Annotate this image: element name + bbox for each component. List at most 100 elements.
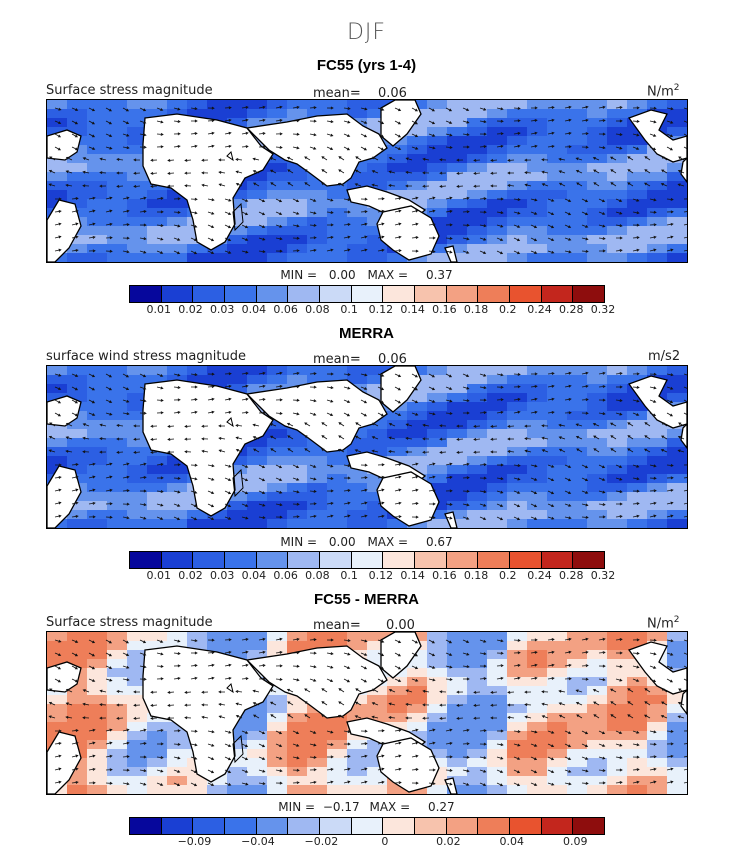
stress-vector-arrow <box>610 435 617 440</box>
field-cell <box>367 226 388 236</box>
field-cell <box>527 411 548 421</box>
stress-vector-arrow <box>184 703 192 707</box>
stress-vector-arrow <box>309 768 317 772</box>
stress-vector-arrow <box>683 743 687 745</box>
stress-vector-arrow <box>615 211 623 215</box>
colorbar-swatch <box>256 552 289 568</box>
stress-vector-arrow <box>666 386 674 390</box>
colorbar-tick-label: 0.28 <box>559 303 584 316</box>
field-cell <box>367 641 388 651</box>
stress-vector-arrow <box>71 678 79 683</box>
stress-vector-arrow <box>207 464 215 468</box>
field-cell <box>467 235 488 245</box>
lake-outline <box>226 683 234 694</box>
stress-vector-arrow <box>173 742 181 746</box>
field-cell <box>607 465 628 475</box>
stress-vector-arrow <box>479 463 487 467</box>
stress-vector-arrow <box>439 171 447 175</box>
field-cell <box>467 758 488 768</box>
field-cell <box>67 420 88 430</box>
field-cell <box>87 384 108 394</box>
field-cell <box>667 190 687 200</box>
stress-vector-arrow <box>524 437 532 441</box>
stress-vector-arrow <box>360 488 368 492</box>
stress-vector-arrow <box>88 501 96 505</box>
field-cell <box>307 109 328 119</box>
stress-vector-arrow <box>184 450 192 454</box>
stress-vector-arrow <box>253 182 260 187</box>
field-cell <box>467 704 488 714</box>
field-cell <box>67 731 88 741</box>
field-cell <box>527 659 548 669</box>
stress-vector-arrow <box>190 144 198 148</box>
field-cell <box>327 456 348 466</box>
stress-vector-arrow <box>496 107 504 111</box>
stress-vector-arrow <box>133 437 141 441</box>
field-cell <box>427 199 448 209</box>
stress-vector-arrow <box>309 372 317 376</box>
field-cell <box>407 650 428 660</box>
stress-vector-arrow <box>173 729 181 733</box>
stress-vector-arrow <box>292 132 300 136</box>
field-cell <box>607 127 628 137</box>
stress-vector-arrow <box>207 503 215 508</box>
stress-vector-arrow <box>304 688 311 693</box>
stress-vector-arrow <box>139 210 147 213</box>
stress-vector-arrow <box>173 639 181 643</box>
stress-vector-arrow <box>122 652 130 657</box>
panel-1-mean-value: 0.06 <box>378 86 407 101</box>
stress-vector-arrow <box>598 781 606 785</box>
stress-vector-arrow <box>598 664 606 668</box>
field-cell <box>207 785 228 794</box>
stress-vector-arrow <box>490 703 498 707</box>
stress-vector-arrow <box>394 412 402 417</box>
field-cell <box>67 659 88 669</box>
field-cell <box>87 145 108 155</box>
field-cell <box>127 136 148 146</box>
field-cell <box>447 749 468 759</box>
stress-vector-arrow <box>133 171 141 175</box>
stress-vector-arrow <box>360 386 368 390</box>
stress-vector-arrow <box>252 436 260 440</box>
field-cell <box>467 375 488 385</box>
field-cell <box>467 190 488 200</box>
stress-vector-arrow <box>241 782 249 786</box>
field-cell <box>647 181 668 191</box>
field-cell <box>447 393 468 403</box>
field-cell <box>247 519 268 528</box>
stress-vector-arrow <box>105 249 113 253</box>
stress-vector-arrow <box>156 398 164 402</box>
stress-vector-arrow <box>287 448 294 453</box>
stress-vector-arrow <box>82 170 90 174</box>
stress-vector-arrow <box>388 170 396 174</box>
field-cell <box>107 474 128 484</box>
field-cell <box>347 100 368 110</box>
field-cell <box>467 217 488 227</box>
stress-vector-arrow <box>88 373 96 378</box>
field-cell <box>207 109 228 119</box>
field-cell <box>487 686 508 696</box>
field-cell <box>487 668 508 678</box>
stress-vector-arrow <box>462 755 470 759</box>
stress-vector-arrow <box>683 768 687 771</box>
stress-vector-arrow <box>473 690 481 694</box>
field-cell <box>147 758 168 768</box>
field-cell <box>447 235 468 245</box>
stress-vector-arrow <box>326 464 334 468</box>
field-cell <box>287 776 308 786</box>
field-cell <box>467 686 488 696</box>
stress-vector-arrow <box>269 701 277 706</box>
stress-vector-arrow <box>547 106 555 110</box>
field-cell <box>327 767 348 777</box>
stress-vector-arrow <box>558 448 566 453</box>
field-cell <box>247 235 268 245</box>
field-cell <box>467 429 488 439</box>
field-cell <box>647 686 668 696</box>
stress-vector-arrow <box>292 477 300 481</box>
stress-vector-arrow <box>632 678 640 682</box>
field-cell <box>547 109 568 119</box>
stress-vector-arrow <box>156 490 164 494</box>
stress-vector-arrow <box>224 118 232 122</box>
stress-vector-arrow <box>649 146 657 151</box>
stress-vector-arrow <box>309 133 317 137</box>
